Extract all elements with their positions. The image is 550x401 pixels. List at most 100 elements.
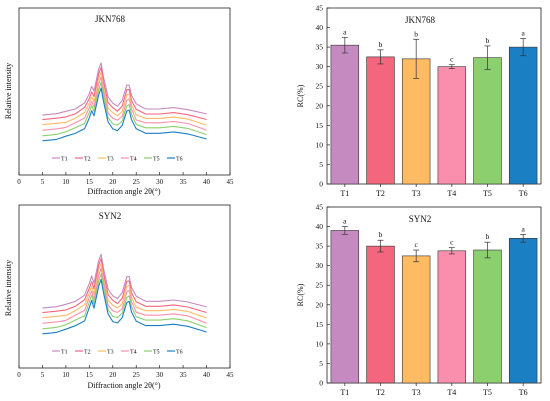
x-ticks: 0 5 10 15 20 25 30 35 40 45 (17, 172, 234, 186)
legend-label-t3: T3 (107, 350, 114, 356)
xrd-line-t5 (42, 273, 207, 330)
xrd-line-t5 (42, 81, 207, 137)
xrd-panel-jkn768: JKN768 Relative intensity Diffraction an… (4, 7, 234, 196)
y-tick-label: 0 (319, 379, 323, 388)
xrd-line-t1 (42, 253, 207, 309)
significance-label: a (343, 27, 347, 36)
x-tick-label: 25 (133, 178, 141, 186)
y-tick-label: 5 (319, 359, 323, 368)
y-tick-label: 45 (316, 4, 324, 13)
y-ticks: 0 5 10 15 20 25 30 35 40 45 (316, 4, 330, 189)
bar-t2 (366, 56, 395, 185)
bar-t3 (401, 255, 431, 384)
x-tick-label: 10 (62, 178, 70, 186)
x-tick-label: 20 (109, 371, 117, 379)
x-tick-label: 15 (86, 371, 94, 379)
x-tick-label: 0 (17, 178, 21, 186)
legend-label-t2: T2 (84, 350, 91, 356)
y-tick-label: 5 (319, 160, 323, 169)
x-tick-label: T3 (412, 189, 421, 198)
legend-label-t4: T4 (130, 350, 137, 356)
significance-label: b (486, 232, 490, 241)
legend-label-t2: T2 (84, 157, 91, 163)
bar-t3 (401, 58, 431, 185)
legend-label-t1: T1 (61, 157, 68, 163)
plot-frame (18, 7, 231, 176)
x-tick-label: 45 (227, 178, 235, 186)
x-tick-label: T4 (447, 189, 456, 198)
x-tick-label: 5 (41, 178, 45, 186)
x-tick-label: T1 (340, 388, 349, 397)
y-axis-label: Relative intensity (4, 63, 13, 119)
y-tick-label: 20 (316, 300, 324, 309)
y-tick-label: 15 (316, 121, 324, 130)
x-tick-label: T6 (519, 189, 528, 198)
panel-title: SYN2 (99, 211, 122, 221)
y-tick-label: 35 (316, 242, 324, 251)
y-axis-label: RC(%) (296, 283, 305, 306)
plot-frame (326, 7, 542, 185)
bar-t5 (473, 249, 502, 384)
bar-t1 (330, 44, 360, 185)
y-tick-label: 25 (316, 82, 324, 91)
x-tick-label: 20 (109, 178, 117, 186)
x-tick-label: 35 (180, 178, 188, 186)
legend: T1 T2 T3 T4 T5 T6 (52, 157, 183, 163)
significance-label: c (414, 240, 418, 249)
significance-label: b (379, 40, 383, 49)
significance-label: a (343, 217, 347, 226)
bar-t6 (508, 46, 538, 185)
y-tick-label: 10 (316, 140, 324, 149)
x-tick-label: T1 (340, 189, 349, 198)
xrd-line-t4 (42, 76, 207, 131)
xrd-line-t4 (42, 267, 207, 324)
y-tick-label: 10 (316, 339, 324, 348)
xrd-lines (42, 62, 207, 142)
x-tick-label: 0 (17, 371, 21, 379)
legend-label-t3: T3 (107, 157, 114, 163)
x-tick-label: 30 (156, 178, 164, 186)
y-axis-label: Relative intensity (4, 260, 13, 316)
plot-frame (326, 206, 542, 384)
xrd-line-t2 (42, 66, 207, 121)
xrd-lines (42, 253, 207, 335)
x-tick-label: T2 (376, 388, 385, 397)
legend-label-t5: T5 (153, 157, 160, 163)
bar-t4 (437, 250, 467, 384)
xrd-line-t6 (42, 278, 207, 335)
xrd-line-t3 (42, 262, 207, 319)
legend-label-t1: T1 (61, 350, 68, 356)
bar-t1 (330, 230, 360, 384)
significance-label: c (450, 238, 454, 247)
y-tick-label: 35 (316, 43, 324, 52)
x-tick-label: 5 (41, 371, 45, 379)
y-tick-label: 30 (316, 261, 324, 270)
x-tick-label: T5 (483, 388, 492, 397)
x-tick-label: 40 (203, 371, 211, 379)
legend: T1 T2 T3 T4 T5 T6 (52, 350, 183, 356)
y-tick-label: 20 (316, 101, 324, 110)
y-tick-label: 40 (316, 222, 324, 231)
legend-label-t6: T6 (176, 157, 183, 163)
x-tick-label: T3 (412, 388, 421, 397)
significance-label: b (486, 36, 490, 45)
panel-title: JKN768 (95, 14, 126, 24)
panel-title: JKN768 (405, 15, 436, 25)
y-tick-label: 0 (319, 180, 323, 189)
bar-t4 (437, 66, 467, 185)
xrd-line-t2 (42, 258, 207, 314)
significance-label: a (521, 224, 525, 233)
y-tick-label: 45 (316, 203, 324, 212)
y-axis-label: RC(%) (296, 84, 305, 107)
significance-label: b (414, 29, 418, 38)
x-tick-label: T4 (447, 388, 456, 397)
significance-label: b (379, 230, 383, 239)
plot-frame (18, 204, 231, 369)
x-tick-label: T2 (376, 189, 385, 198)
x-tick-label: 35 (180, 371, 188, 379)
x-axis-label: Diffraction angle 2θ(°) (87, 187, 160, 196)
significance-label: a (521, 29, 525, 38)
x-tick-label: T5 (483, 189, 492, 198)
